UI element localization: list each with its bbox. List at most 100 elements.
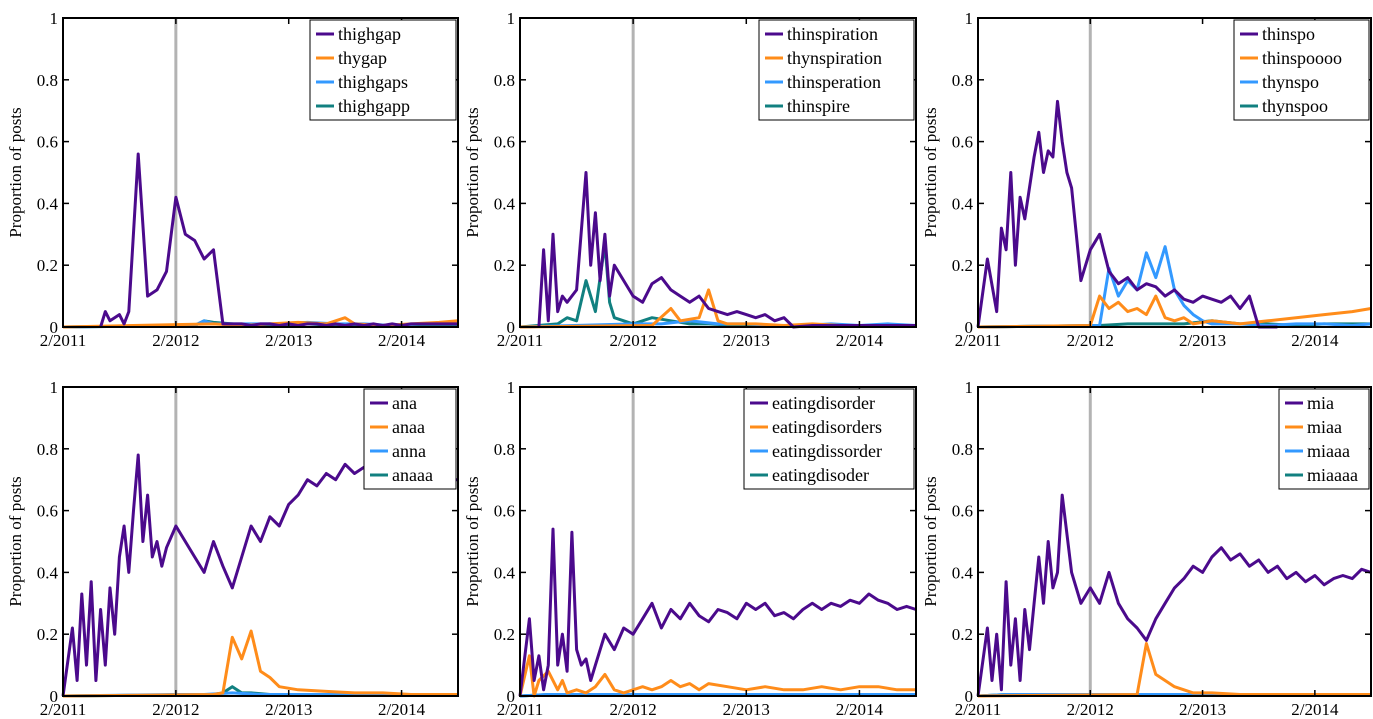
y-tick-label: 0.6 <box>37 502 58 521</box>
legend-label: thinspo <box>1262 24 1315 44</box>
y-tick-label: 0.4 <box>952 194 974 213</box>
plot-frame <box>977 386 1372 697</box>
legend-label: eatingdissorder <box>772 441 882 461</box>
y-tick-label: 1 <box>507 9 516 28</box>
y-tick-label: 0.2 <box>494 256 515 275</box>
legend-label: mia <box>1307 393 1334 413</box>
legend-label: eatingdisorders <box>772 417 882 437</box>
x-tick-label: 2/2013 <box>1179 700 1226 719</box>
x-tick-label: 2/2014 <box>836 331 884 350</box>
y-tick-label: 0 <box>50 687 59 706</box>
legend-label: thinspiration <box>787 24 878 44</box>
panel-6: 0 0.2 0.4 0.6 0.8 1 2/2011 2/2012 2/2013 2/2014 Pr… <box>921 378 1372 719</box>
legend-label: anaaa <box>392 465 433 485</box>
x-tick-label: 2/2013 <box>265 331 312 350</box>
y-tick-label: 0.8 <box>494 440 515 459</box>
legend-label: thighgaps <box>338 72 408 92</box>
legend-label: miaa <box>1307 417 1342 437</box>
y-tick-label: 0 <box>507 687 516 706</box>
legend-label: eatingdisorder <box>772 393 875 413</box>
series-line-mia <box>976 493 1372 697</box>
y-tick-label: 0.8 <box>952 71 973 90</box>
x-tick-label: 2/2014 <box>1291 331 1339 350</box>
series-line-thinspiration <box>537 171 916 329</box>
x-tick-label: 2/2012 <box>1067 331 1114 350</box>
series-line-anaa <box>62 629 458 698</box>
x-tick-label: 2/2014 <box>1291 700 1339 719</box>
y-tick-label: 0.4 <box>952 563 974 582</box>
y-tick-label: 0.2 <box>952 625 973 644</box>
legend-label: eatingdisoder <box>772 465 869 485</box>
x-tick-label: 2/2013 <box>723 700 770 719</box>
legend-box <box>363 388 457 490</box>
x-tick-label: 2/2012 <box>152 331 199 350</box>
legend-label: thinsperation <box>787 72 881 92</box>
x-tick-label: 2/2011 <box>497 331 544 350</box>
legend-label: miaaa <box>1307 441 1350 461</box>
x-tick-label: 2/2013 <box>265 700 312 719</box>
y-axis-label: Proportion of posts <box>921 476 940 606</box>
x-tick-label: 2/2011 <box>40 331 87 350</box>
x-tick-label: 2/2014 <box>378 331 426 350</box>
y-tick-label: 0.8 <box>37 71 58 90</box>
plot-frame <box>62 17 459 328</box>
plot-frame <box>519 386 917 697</box>
y-tick-label: 1 <box>507 378 516 397</box>
y-tick-label: 0.6 <box>952 133 973 152</box>
legend-box <box>1233 19 1370 121</box>
legend: thinspo thinspoooo thynspo thynspoo <box>1233 19 1370 121</box>
legend-label: thinspoooo <box>1262 48 1342 68</box>
y-tick-label: 0 <box>50 318 59 337</box>
x-tick-label: 2/2011 <box>497 700 544 719</box>
x-tick-label: 2/2011 <box>955 700 1002 719</box>
x-tick-label: 2/2013 <box>723 331 770 350</box>
legend-label: thinspire <box>787 96 850 116</box>
legend: eatingdisorder eatingdisorders eatingdisso… <box>743 388 915 490</box>
legend: thinspiration thynspiration thinsperation t… <box>758 19 915 121</box>
legend-label: thynspoo <box>1262 96 1328 116</box>
x-tick-label: 2/2012 <box>610 331 657 350</box>
x-tick-label: 2/2014 <box>836 700 884 719</box>
y-tick-label: 1 <box>965 378 974 397</box>
y-tick-label: 0.6 <box>37 133 58 152</box>
legend-box <box>758 19 915 121</box>
x-tick-label: 2/2013 <box>1179 331 1226 350</box>
y-tick-label: 0.8 <box>952 440 973 459</box>
y-tick-label: 0.6 <box>494 502 515 521</box>
legend-box <box>743 388 915 490</box>
y-tick-label: 1 <box>965 9 974 28</box>
legend-box <box>1278 388 1370 490</box>
y-tick-label: 0.2 <box>952 256 973 275</box>
y-tick-label: 0.2 <box>37 256 58 275</box>
legend: ana anaa anna anaaa <box>363 388 457 490</box>
legend-label: anna <box>392 441 426 461</box>
series-line-thynspo <box>977 245 1372 329</box>
legend-label: thynspiration <box>787 48 882 68</box>
y-tick-label: 0.2 <box>37 625 58 644</box>
y-tick-label: 0.4 <box>494 194 516 213</box>
series-line-ana <box>61 453 458 697</box>
plot-frame <box>977 17 1372 328</box>
legend-box <box>309 19 457 121</box>
y-axis-label: Proportion of posts <box>463 476 482 606</box>
legend: mia miaa miaaa miaaaa <box>1278 388 1370 490</box>
panel-5: 0 0.2 0.4 0.6 0.8 1 2/2011 2/2012 2/2013 2/2014 Pr… <box>463 378 917 719</box>
y-tick-label: 0 <box>965 687 974 706</box>
plot-frame <box>62 386 459 697</box>
panel-4: 0 0.2 0.4 0.6 0.8 1 2/2011 2/2012 2/2013 2/2014 Pr… <box>6 378 459 719</box>
y-axis-label: Proportion of posts <box>463 107 482 237</box>
legend-label: thygap <box>338 48 387 68</box>
y-axis-label: Proportion of posts <box>921 107 940 237</box>
x-tick-label: 2/2011 <box>40 700 87 719</box>
series-line-eatingdissorder <box>519 693 916 698</box>
legend: thighgap thygap thighgaps thighgapp <box>309 19 457 121</box>
legend-label: ana <box>392 393 417 413</box>
y-tick-label: 0.4 <box>494 563 516 582</box>
series-line-eatingdisorders <box>518 654 916 698</box>
panel-3: 0 0.2 0.4 0.6 0.8 1 2/2011 2/2012 2/2013 2/2014 Pr… <box>921 9 1372 350</box>
series-line-eatingdisorder <box>518 527 917 697</box>
x-tick-label: 2/2012 <box>610 700 657 719</box>
y-tick-label: 0 <box>507 318 516 337</box>
series-line-thinspo <box>976 99 1278 329</box>
